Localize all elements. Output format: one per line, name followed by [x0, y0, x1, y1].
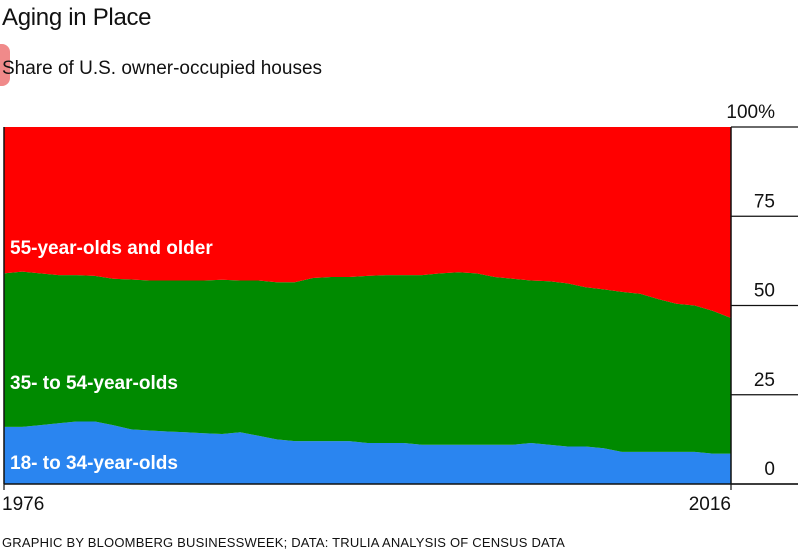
area-series-2: [4, 127, 731, 318]
y-tick-label-4: 100%: [726, 102, 775, 123]
x-tick-label-start: 1976: [2, 494, 44, 515]
series-label-2: 55-year-olds and older: [10, 238, 213, 259]
axes: 0 25 50 75 100% 1976 2016: [2, 102, 798, 515]
x-tick-label-end: 2016: [689, 494, 731, 515]
y-tick-label-0: 0: [764, 459, 775, 480]
y-tick-label-1: 25: [754, 370, 775, 391]
series-label-1: 35- to 54-year-olds: [10, 373, 178, 394]
series-labels: 18- to 34-year-olds 35- to 54-year-olds 55…: [10, 238, 213, 474]
y-tick-label-2: 50: [754, 281, 775, 302]
chart-subtitle: Share of U.S. owner-occupied houses: [2, 58, 323, 79]
source-note: GRAPHIC BY BLOOMBERG BUSINESSWEEK; DATA:…: [2, 535, 565, 550]
series-label-0: 18- to 34-year-olds: [10, 453, 178, 474]
y-tick-label-3: 75: [754, 191, 775, 212]
area-series-1: [4, 271, 731, 454]
title-accent-marker: [0, 44, 10, 86]
chart-title: Aging in Place: [2, 4, 152, 31]
area-series-0: [4, 421, 731, 484]
area-layers: [4, 127, 731, 484]
